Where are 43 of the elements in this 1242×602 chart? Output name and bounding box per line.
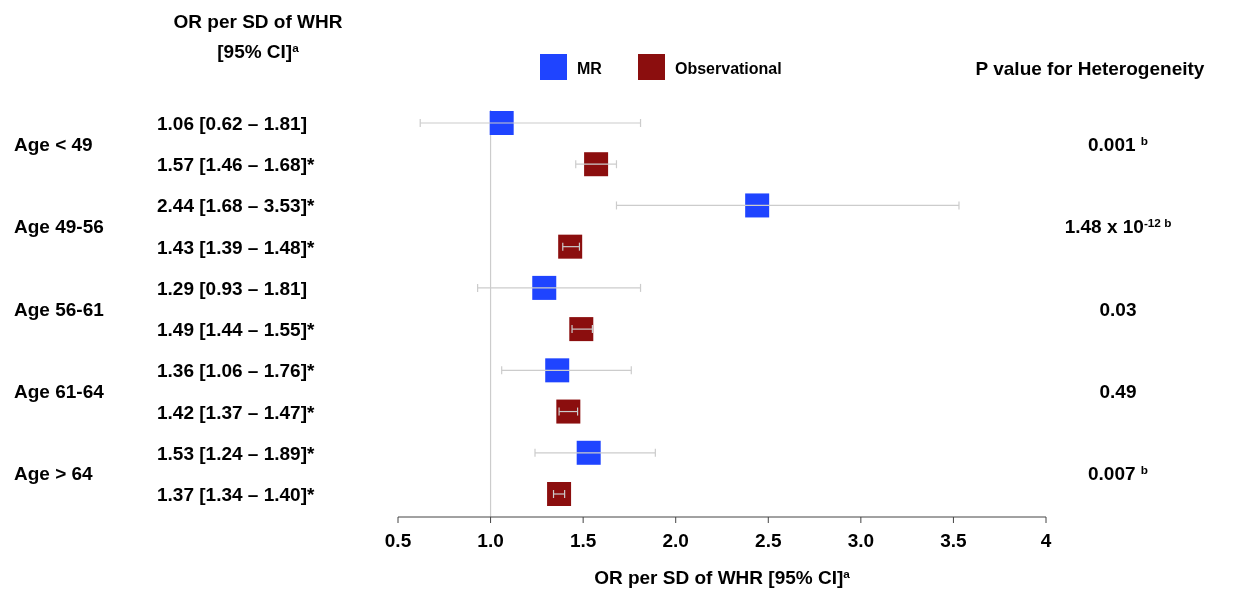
x-tick-label: 1.0 [477,530,504,551]
x-tick-label: 1.5 [569,530,597,551]
y-tick-label: 1.29 [0.93 – 1.81] [157,277,307,299]
y-tick-label: 1.53 [1.24 – 1.89]* [157,442,315,464]
text: [95% CI]$^{a}$ [217,40,300,62]
legend-label: MR [577,60,603,77]
x-tick-label: 4 [1040,530,1052,551]
point [558,234,583,259]
point [556,399,581,424]
point [745,193,770,218]
x-tick-label: 3.5 [940,530,968,551]
x-axis-title: OR per SD of WHR [95% CI]$^{a}$ [594,566,851,588]
x-tick-label: 2.0 [662,530,689,551]
text: 0.49 [1099,380,1137,402]
point [545,358,570,383]
x-tick-label: 2.5 [755,530,782,551]
y-tick-label: 1.42 [1.37 – 1.47]* [157,401,315,423]
text: OR per SD of WHR [173,11,343,32]
y-tick-label: 1.36 [1.06 – 1.76]* [157,360,315,382]
text: Age 49-56 [14,216,104,238]
point [584,152,609,177]
text: 0.001 $^{b}$ [1087,133,1149,155]
y-tick-label: 1.43 [1.39 – 1.48]* [157,236,315,258]
text: 0.007 $^{b}$ [1087,462,1149,485]
x-tick-label: 0.5 [384,530,412,551]
point [547,482,572,506]
text: 0.03 [1099,298,1137,320]
text: 1.48 x 10$^{-12 b}$ [1064,215,1172,238]
x-tick-label: 3.0 [847,530,875,551]
text: Age > 64 [14,463,94,485]
point [489,111,514,135]
text: Age 61-64 [14,380,105,402]
text: P value for Heterogeneity [975,58,1205,79]
y-tick-label: 1.06 [0.62 – 1.81] [157,113,307,134]
y-tick-label: 2.44 [1.68 – 3.53]* [157,195,315,217]
y-tick-label: 1.37 [1.34 – 1.40]* [157,484,315,505]
point [576,440,601,465]
point [532,275,557,300]
text: Age 56-61 [14,298,105,320]
legend-label: Observational [675,60,782,77]
y-tick-label: 1.49 [1.44 – 1.55]* [157,319,315,341]
text: Age < 49 [14,133,93,155]
y-tick-label: 1.57 [1.46 – 1.68]* [157,154,315,176]
